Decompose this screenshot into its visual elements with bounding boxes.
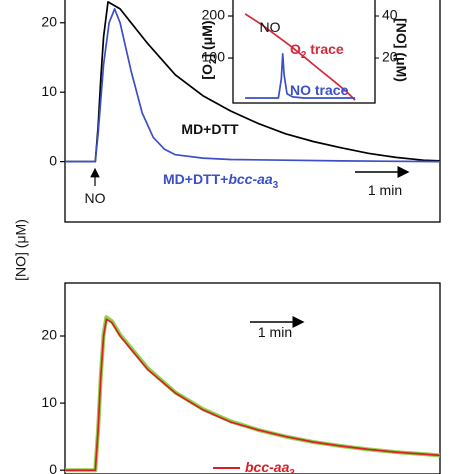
annotation-part: trace [306, 41, 344, 57]
plot-frame [64, 282, 441, 474]
y-tick-label: 20 [41, 13, 57, 29]
annotation-part: 1 min [258, 324, 292, 340]
y-tick-label: 0 [49, 461, 57, 474]
annotation-part: NO [85, 190, 106, 206]
data-line [65, 8, 441, 163]
annotation-part: bcc-aa [245, 459, 290, 474]
y-tick-label: 100 [202, 49, 226, 65]
annotation: MD+DTT [181, 121, 239, 137]
annotation-part: 2 [301, 50, 307, 61]
annotation-part: MD+DTT+ [163, 171, 228, 187]
annotation: NO trace [290, 82, 349, 98]
annotation: bcc-aa3 [245, 459, 295, 474]
annotation-part: O [290, 41, 301, 57]
y-tick-label: 20 [41, 327, 57, 343]
y-tick-label: 0 [49, 152, 57, 168]
y-tick-label: 200 [202, 7, 226, 23]
annotation: NO [85, 190, 106, 206]
inset-y-label: [O2] (μM) [199, 20, 219, 79]
inset-y-label-part: 2 [208, 58, 219, 64]
annotation-part: 3 [289, 468, 295, 474]
annotation-part: 3 [273, 180, 279, 191]
plot-frame [232, 0, 376, 104]
annotation: 1 min [368, 182, 402, 198]
y2-tick-label: 20 [382, 49, 398, 65]
annotation: MD+DTT+bcc-aa3 [163, 171, 279, 191]
inset-y-label-part: [O [199, 64, 215, 80]
y-axis-label: [NO] (μM) [13, 219, 29, 281]
inset-y-label-part: ] (μM) [199, 20, 215, 58]
annotation-part: MD+DTT [181, 121, 239, 137]
plot-frame [64, 0, 441, 223]
annotation: O2 trace [290, 41, 344, 61]
y-tick-label: 10 [41, 394, 57, 410]
annotation: NO [260, 19, 281, 35]
data-line [244, 13, 356, 101]
annotation-part: NO trace [290, 82, 349, 98]
annotation-part: 1 min [368, 182, 402, 198]
y2-tick-label: 40 [382, 7, 398, 23]
inset-y2-label: [NO] (μM) [393, 18, 409, 82]
data-line [245, 52, 356, 99]
data-line [65, 318, 441, 472]
annotation-part: NO [260, 19, 281, 35]
annotation-part: bcc-aa [228, 171, 273, 187]
annotation: 1 min [258, 324, 292, 340]
y-tick-label: 10 [41, 83, 57, 99]
